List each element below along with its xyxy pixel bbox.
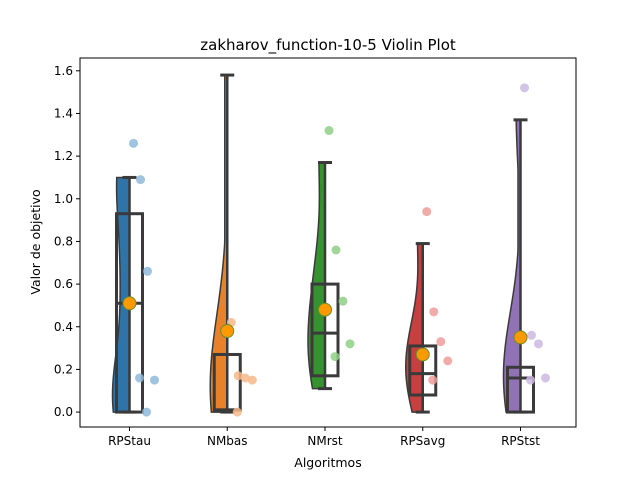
y-tick-label: 1.0 xyxy=(54,192,73,206)
data-point xyxy=(338,296,348,306)
violin-group-rpstau xyxy=(111,138,159,417)
data-point xyxy=(527,330,536,340)
plot-area xyxy=(111,73,550,417)
violin-group-rpsavg xyxy=(404,207,453,414)
data-point xyxy=(428,375,438,385)
y-axis-label: Valor de objetivo xyxy=(28,189,43,294)
y-tick-label: 0.2 xyxy=(54,362,73,376)
data-point xyxy=(233,371,243,381)
data-point xyxy=(135,373,144,383)
box xyxy=(310,282,340,378)
data-point xyxy=(541,373,550,383)
mean-marker xyxy=(122,296,137,311)
chart-title: zakharov_function-10-5 Violin Plot xyxy=(200,36,456,55)
x-tick-label: RPSavg xyxy=(400,434,445,448)
data-point xyxy=(534,339,543,349)
data-point xyxy=(429,307,439,317)
violin-group-nmrst xyxy=(307,126,355,391)
data-point xyxy=(324,126,334,136)
box xyxy=(506,365,535,414)
y-tick-label: 1.6 xyxy=(54,64,73,78)
data-point xyxy=(136,175,145,185)
y-tick-label: 0.8 xyxy=(54,234,73,248)
data-point xyxy=(142,407,151,417)
data-point xyxy=(143,266,152,276)
plot-frame xyxy=(79,57,577,428)
data-point xyxy=(520,83,529,93)
data-point xyxy=(129,138,138,148)
y-tick-label: 1.4 xyxy=(54,106,73,120)
violin-group-nmbas xyxy=(209,73,257,417)
y-tick-label: 1.2 xyxy=(54,149,73,163)
mean-marker xyxy=(415,347,430,362)
box xyxy=(115,212,144,414)
x-tick-label: RPStau xyxy=(108,434,151,448)
x-tick-label: RPStst xyxy=(501,434,540,448)
x-axis-label: Algoritmos xyxy=(294,455,361,470)
box xyxy=(408,344,438,397)
data-point xyxy=(240,373,250,383)
mean-marker xyxy=(513,330,528,345)
data-point xyxy=(422,207,432,217)
y-tick-label: 0.0 xyxy=(54,405,73,419)
violin-group-rpstst xyxy=(502,83,550,414)
data-point xyxy=(436,337,446,347)
x-axis: RPStau NMbas NMrst RPSavg RPStst xyxy=(108,427,540,448)
data-point xyxy=(443,356,453,366)
y-tick-label: 0.6 xyxy=(54,277,73,291)
y-axis: 0.0 0.2 0.4 0.6 0.8 1.0 1.2 1.4 1.6 xyxy=(54,64,80,419)
x-tick-label: NMrst xyxy=(307,434,343,448)
data-point xyxy=(526,375,535,385)
data-point xyxy=(345,339,355,349)
data-point xyxy=(247,375,257,385)
data-point xyxy=(150,375,159,385)
data-point xyxy=(330,352,340,362)
x-tick-label: NMbas xyxy=(207,434,248,448)
y-tick-label: 0.4 xyxy=(54,320,73,334)
mean-marker xyxy=(318,302,332,317)
data-point xyxy=(331,245,341,255)
data-point xyxy=(232,407,242,417)
mean-marker xyxy=(220,324,235,339)
